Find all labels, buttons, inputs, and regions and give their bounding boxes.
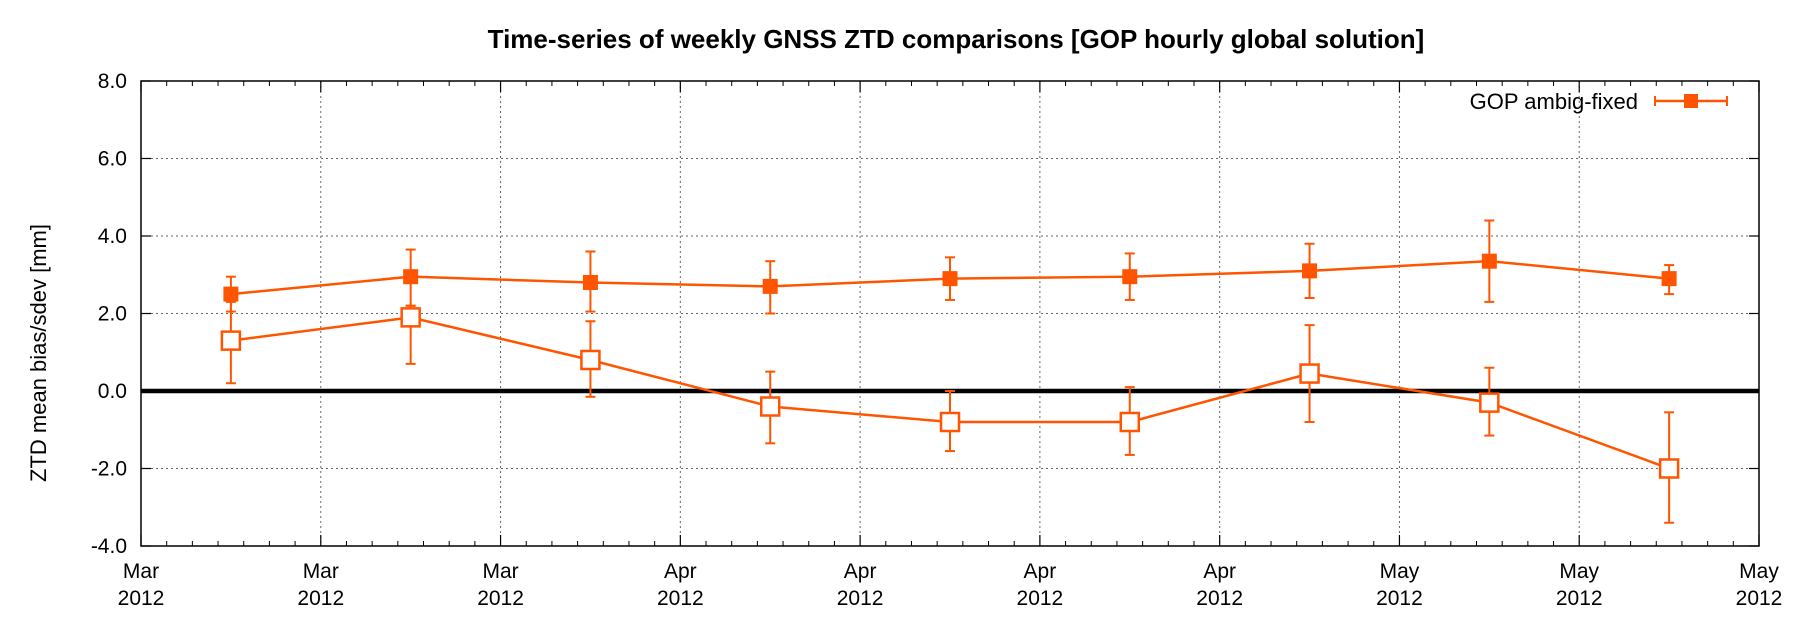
data-point bbox=[1481, 253, 1497, 269]
x-tick-label-year: 2012 bbox=[477, 587, 524, 610]
y-tick-label: 8.0 bbox=[98, 70, 127, 93]
legend-label: GOP ambig-fixed bbox=[1470, 89, 1638, 114]
data-point bbox=[580, 349, 601, 371]
x-tick-label-month: Mar bbox=[482, 560, 518, 583]
data-point bbox=[762, 278, 778, 294]
chart-title: Time-series of weekly GNSS ZTD compariso… bbox=[488, 24, 1425, 54]
data-point bbox=[1122, 269, 1138, 285]
x-tick-label-year: 2012 bbox=[657, 587, 704, 610]
x-tick-label-year: 2012 bbox=[1556, 587, 1603, 610]
x-tick-label-month: Apr bbox=[1024, 560, 1057, 583]
x-tick-label-month: Apr bbox=[1203, 560, 1236, 583]
x-tick-label-month: May bbox=[1739, 560, 1779, 583]
data-point bbox=[582, 275, 598, 290]
y-axis-label: ZTD mean bias/sdev [mm] bbox=[26, 224, 51, 482]
x-tick-label-year: 2012 bbox=[118, 587, 165, 610]
y-tick-label: -4.0 bbox=[91, 535, 127, 558]
data-point bbox=[223, 286, 239, 302]
x-tick-label-month: Apr bbox=[844, 560, 877, 583]
grid-layer bbox=[141, 81, 1759, 546]
x-tick-label-month: May bbox=[1559, 560, 1599, 583]
x-tick-label-year: 2012 bbox=[1376, 587, 1423, 610]
data-point bbox=[1479, 392, 1500, 413]
data-point bbox=[400, 307, 421, 328]
series-2 bbox=[220, 300, 1680, 524]
data-point bbox=[1302, 263, 1318, 279]
x-tick-label-month: Apr bbox=[664, 560, 697, 583]
data-point bbox=[1299, 363, 1320, 384]
series-1 bbox=[223, 219, 1677, 315]
x-tick-label-year: 2012 bbox=[1196, 587, 1243, 610]
x-tick-label-month: Mar bbox=[123, 560, 159, 583]
x-tick-label-year: 2012 bbox=[297, 587, 344, 610]
x-tick-label-year: 2012 bbox=[1736, 587, 1783, 610]
data-point bbox=[1661, 271, 1677, 287]
data-point bbox=[403, 269, 419, 285]
legend-marker bbox=[1684, 94, 1698, 108]
y-tick-label: -2.0 bbox=[91, 458, 127, 481]
legend: GOP ambig-fixed bbox=[1470, 89, 1728, 114]
data-point bbox=[1119, 411, 1141, 433]
data-point bbox=[759, 396, 781, 417]
plot-frame bbox=[140, 80, 1760, 547]
frame-layer: -4.0 -2.0 0.0 2.0 4.0 6.0 8.0 Mar 2012 Mar 2012 Mar… bbox=[91, 70, 1783, 610]
data-point bbox=[939, 411, 961, 433]
x-tick-label-year: 2012 bbox=[1017, 587, 1064, 610]
y-tick-label: 6.0 bbox=[98, 148, 127, 171]
y-tick-label: 2.0 bbox=[98, 303, 127, 326]
data-point bbox=[942, 271, 958, 287]
data-point bbox=[1658, 458, 1680, 479]
x-tick-label-year: 2012 bbox=[837, 587, 884, 610]
data-point bbox=[220, 330, 242, 351]
x-tick-label-month: May bbox=[1380, 560, 1420, 583]
x-tick-label-month: Mar bbox=[303, 560, 339, 583]
series-layer bbox=[220, 219, 1680, 524]
y-tick-label: 0.0 bbox=[98, 380, 127, 403]
y-tick-label: 4.0 bbox=[98, 225, 127, 248]
